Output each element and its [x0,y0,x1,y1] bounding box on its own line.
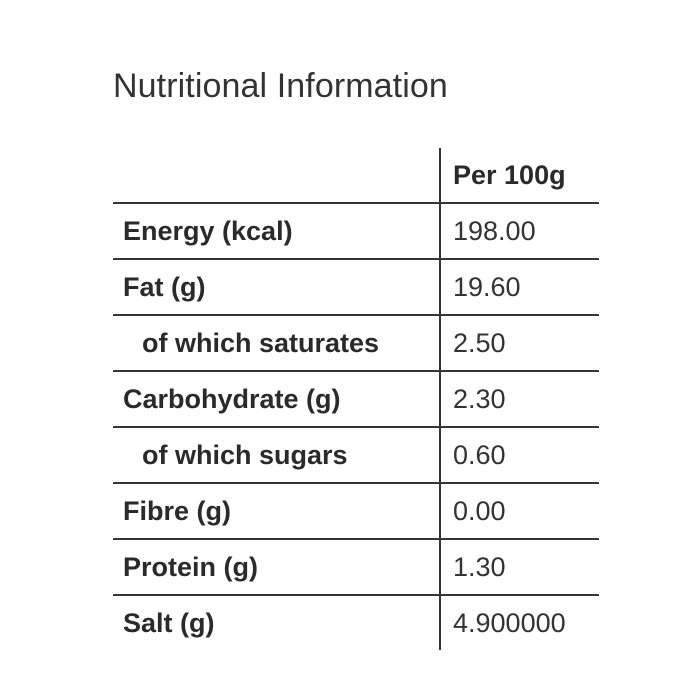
nutrient-label: Carbohydrate (g) [113,371,440,428]
table-row: of which sugars 0.60 [113,427,599,484]
table-row: Energy (kcal) 198.00 [113,203,599,260]
page-title: Nutritional Information [113,67,448,105]
nutrient-sublabel: of which saturates [113,315,440,372]
table-header-row: Per 100g [113,148,599,204]
nutrient-value: 1.30 [439,539,599,596]
header-per-100g: Per 100g [439,148,599,204]
nutrient-label: Fibre (g) [113,483,440,540]
nutrient-label: Salt (g) [123,607,215,638]
nutrient-value: 198.00 [439,203,599,260]
table-row: Fat (g) 19.60 [113,259,599,316]
table-row: Salt (g) 4.900000 [113,595,599,650]
nutrient-sublabel: of which sugars [113,427,440,484]
nutrient-label: Energy (kcal) [113,203,440,260]
nutrient-value: 0.00 [439,483,599,540]
nutrient-value: 2.50 [439,315,599,372]
table-row: Protein (g) 1.30 [113,539,599,596]
nutrition-table: Per 100g Energy (kcal) 198.00 Fat (g) 19… [113,148,599,650]
nutrient-value: 19.60 [439,259,599,316]
nutrient-value: 0.60 [439,427,599,484]
nutrient-value: 4.900000 [439,595,599,650]
nutrient-value: 2.30 [439,371,599,428]
header-label-cell [113,148,440,204]
table-row: of which saturates 2.50 [113,315,599,372]
nutrient-label: Fat (g) [113,259,440,316]
table-row: Carbohydrate (g) 2.30 [113,371,599,428]
table-row: Fibre (g) 0.00 [113,483,599,540]
nutrient-label: Protein (g) [113,539,440,596]
